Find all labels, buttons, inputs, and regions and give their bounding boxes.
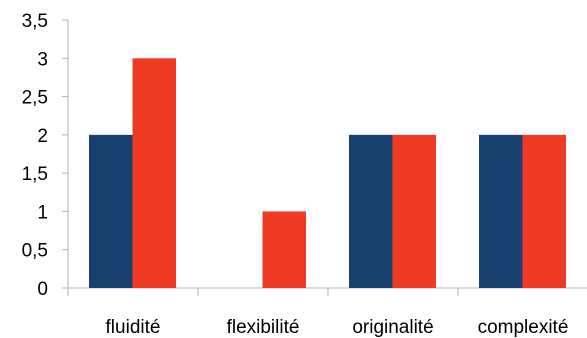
y-tick-label: 0 [37, 279, 48, 300]
bar-series-1-0 [89, 134, 133, 288]
bar-series-2-3 [522, 134, 566, 288]
y-tick-label: 3 [37, 49, 48, 70]
x-tick-label: originalité [352, 317, 433, 338]
bar-series-2-0 [132, 58, 176, 289]
y-tick-label: 1 [37, 202, 48, 223]
y-tick-labels: 0 0,5 1 1,5 2 2,5 3 3,5 [22, 11, 48, 300]
bar-series-2-1 [262, 211, 306, 288]
y-axis [62, 19, 69, 289]
bar-series-2-2 [392, 134, 436, 288]
y-tick-label: 2 [37, 126, 48, 147]
bar-series-1-3 [479, 134, 523, 288]
y-tick-label: 1,5 [22, 164, 48, 185]
y-tick-label: 3,5 [22, 11, 48, 32]
y-tick-label: 0,5 [22, 241, 48, 262]
bar-series-1-2 [349, 134, 393, 288]
x-tick-labels: fluidité flexibilité originalité complexité [106, 317, 569, 338]
x-tick-label: fluidité [106, 317, 161, 338]
x-tick-label: flexibilité [227, 317, 300, 338]
x-tick-label: complexité [478, 317, 569, 338]
y-tick-label: 2,5 [22, 88, 48, 109]
x-axis [67, 287, 587, 296]
bars-group [89, 58, 566, 289]
